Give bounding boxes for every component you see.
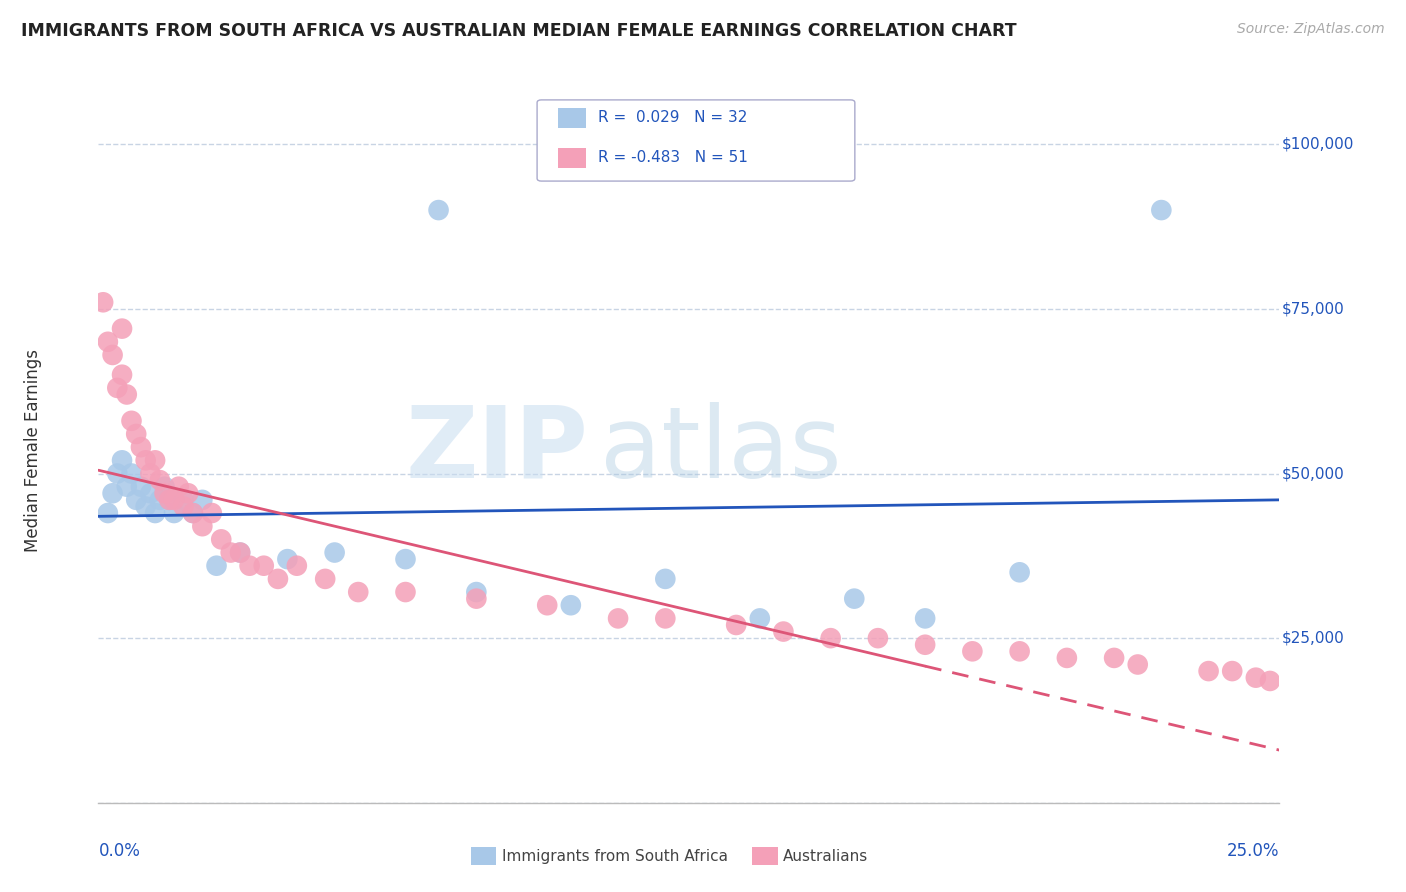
Point [177,486,200,500]
Point [111,453,134,467]
Point [465,591,488,606]
Point [914,638,936,652]
Point [267,572,290,586]
Point [962,644,984,658]
Point [149,492,172,507]
Point [172,500,194,514]
Point [205,558,228,573]
Point [125,492,148,507]
Point [465,585,488,599]
Point [181,506,204,520]
Point [1126,657,1149,672]
Point [157,492,180,507]
Point [111,368,134,382]
Text: $75,000: $75,000 [1282,301,1344,317]
Point [229,545,252,559]
Point [820,631,842,645]
Text: 0.0%: 0.0% [98,841,141,860]
Point [1150,203,1173,218]
Point [285,558,308,573]
Point [607,611,630,625]
Text: $50,000: $50,000 [1282,466,1344,481]
Point [153,480,176,494]
Point [139,486,162,500]
Point [844,591,866,606]
Point [101,486,124,500]
Point [394,585,416,599]
Point [560,599,582,613]
Point [105,381,128,395]
Text: $100,000: $100,000 [1282,136,1354,152]
Point [97,334,120,349]
Text: Source: ZipAtlas.com: Source: ZipAtlas.com [1237,22,1385,37]
Point [143,453,166,467]
Point [153,486,176,500]
Point [143,506,166,520]
Point [181,506,204,520]
Point [139,467,162,481]
Text: IMMIGRANTS FROM SOUTH AFRICA VS AUSTRALIAN MEDIAN FEMALE EARNINGS CORRELATION CH: IMMIGRANTS FROM SOUTH AFRICA VS AUSTRALI… [21,22,1017,40]
Text: ZIP: ZIP [406,402,589,499]
Point [1244,671,1267,685]
Text: Median Female Earnings: Median Female Earnings [24,349,42,552]
Point [314,572,336,586]
Point [748,611,770,625]
Point [1056,651,1078,665]
Point [536,599,558,613]
Point [1008,566,1031,580]
Point [121,467,143,481]
Text: R =  0.029   N = 32: R = 0.029 N = 32 [598,111,747,125]
Point [163,506,186,520]
Point [914,611,936,625]
Point [125,427,148,442]
Point [105,467,128,481]
Point [149,473,172,487]
Point [229,545,252,559]
Point [191,492,214,507]
Point [1102,651,1125,665]
Point [191,519,214,533]
Point [276,552,298,566]
Text: atlas: atlas [600,402,842,499]
Point [201,506,224,520]
Point [772,624,794,639]
Point [725,618,748,632]
Point [323,545,346,559]
Point [1258,673,1281,688]
Point [115,387,138,401]
Text: Immigrants from South Africa: Immigrants from South Africa [502,849,728,863]
Point [654,611,676,625]
Text: 25.0%: 25.0% [1227,841,1279,860]
Point [111,321,134,335]
Point [427,203,450,218]
Point [157,492,180,507]
Text: R = -0.483   N = 51: R = -0.483 N = 51 [598,151,748,165]
Text: Australians: Australians [783,849,869,863]
Point [866,631,889,645]
Point [97,506,120,520]
Point [121,414,143,428]
Point [172,492,194,507]
Point [219,545,242,559]
Point [101,348,124,362]
Point [115,480,138,494]
Point [239,558,262,573]
Point [135,453,157,467]
Point [654,572,676,586]
Point [167,480,190,494]
Text: $25,000: $25,000 [1282,631,1344,646]
Point [135,500,157,514]
Point [129,440,152,454]
Point [1008,644,1031,658]
Point [1198,664,1220,678]
Point [209,533,232,547]
Point [394,552,416,566]
Point [1220,664,1243,678]
Point [347,585,370,599]
Point [163,492,186,507]
Point [253,558,276,573]
Point [129,480,152,494]
Point [91,295,114,310]
